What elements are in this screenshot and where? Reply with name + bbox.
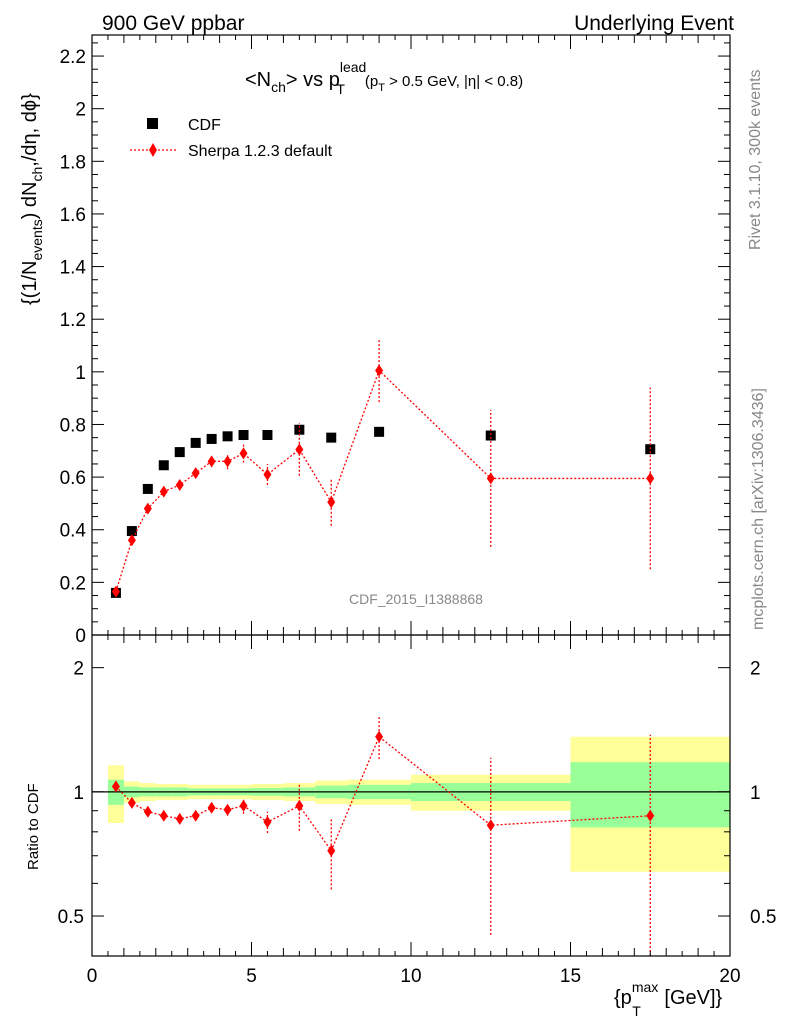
sherpa-point [295, 443, 304, 456]
ratio-xtick-label: 5 [246, 966, 257, 987]
ratio-point [191, 809, 200, 822]
ratio-point [263, 816, 272, 829]
cdf-point [142, 483, 153, 494]
cdf-point [645, 444, 656, 455]
main-ytick-label: 1.8 [60, 152, 86, 173]
analysis-watermark: CDF_2015_I1388868 [349, 591, 483, 607]
main-ytick-label: 2.2 [60, 47, 86, 68]
ratio-ytick-label-right: 1 [750, 783, 761, 804]
cdf-point [158, 460, 169, 471]
ratio-point [375, 730, 384, 743]
sherpa-point [175, 479, 184, 491]
ratio-point [223, 803, 232, 816]
sherpa-point [143, 502, 152, 515]
ratio-point [175, 812, 184, 825]
cdf-point [294, 424, 305, 435]
cdf-point [126, 526, 137, 537]
ratio-ytick-label: 1 [73, 783, 84, 804]
cdf-point [174, 447, 185, 458]
main-ytick-label: 0.2 [60, 573, 86, 594]
cdf-point [190, 437, 201, 448]
sherpa-line [115, 369, 651, 592]
ratio-point [111, 780, 120, 793]
legend-sherpa-label: Sherpa 1.2.3 default [188, 143, 333, 160]
sherpa-point [159, 485, 168, 498]
legend-cdf-marker [147, 118, 158, 129]
ratio-point [159, 809, 168, 822]
sherpa-point [207, 455, 216, 468]
main-ytick-label: 2 [75, 100, 86, 121]
ratio-point [143, 805, 152, 818]
ratio-point [239, 799, 248, 812]
ratio-point [207, 801, 216, 814]
ratio-ytick-label: 2 [73, 659, 84, 680]
legend: CDF Sherpa 1.2.3 default [130, 117, 333, 160]
cdf-point [374, 426, 385, 437]
legend-sherpa-marker [149, 143, 157, 157]
sherpa-point [263, 468, 272, 481]
ratio-xtick-label: 15 [560, 966, 581, 987]
main-ytick-label: 1.4 [60, 258, 87, 279]
main-ytick-label: 0.8 [60, 415, 86, 436]
sherpa-point [327, 496, 336, 509]
ratio-point [127, 796, 136, 809]
ratio-series-layer [111, 716, 655, 956]
sherpa-point [191, 467, 200, 480]
xlabel: {pmax T [GeV]} [614, 979, 723, 1019]
ratio-point [646, 809, 655, 822]
sherpa-point [223, 455, 232, 468]
main-ylabel: {(1/Nevents) dNch,/dη, dϕ} [19, 93, 45, 305]
ratio-ytick-label-right: 2 [750, 659, 761, 680]
sherpa-point [239, 447, 248, 460]
ratio-point [327, 844, 336, 857]
cdf-point [485, 430, 496, 441]
main-series-layer [110, 338, 656, 598]
sherpa-point [375, 364, 384, 377]
cdf-point [238, 430, 249, 440]
ratio-axes: 0 5 10 15 20 0.5 0.5 1 1 2 2 [58, 635, 776, 987]
ratio-ytick-label-right: 0.5 [750, 907, 776, 928]
main-ytick-label: 1 [75, 363, 86, 384]
ratio-bands [92, 736, 730, 872]
mcplots-label: mcplots.cern.ch [arXiv:1306.3436] [750, 388, 767, 630]
rivet-label: Rivet 3.1.10, 300k events [747, 69, 764, 250]
ratio-point [486, 819, 495, 832]
ratio-ytick-label: 0.5 [58, 907, 84, 928]
main-ytick-label: 0.4 [60, 521, 87, 542]
main-ytick-label: 0 [75, 626, 86, 647]
header-right: Underlying Event [574, 12, 734, 35]
cdf-point [326, 432, 337, 443]
sherpa-point [486, 472, 495, 485]
sherpa-point [646, 472, 655, 485]
main-ytick-label: 1.2 [60, 310, 86, 331]
ratio-xtick-label: 0 [87, 966, 98, 987]
main-axes: 0 0.2 0.4 0.6 0.8 1 1.2 1.4 1.6 1.8 2 2.2 [60, 35, 731, 647]
cdf-point [222, 431, 233, 442]
main-ytick-label: 0.6 [60, 468, 86, 489]
legend-cdf-label: CDF [188, 117, 221, 134]
chart-title: <Nch> vs plead T (pT > 0.5 GeV, |η| < 0.8) [245, 59, 523, 97]
cdf-point [262, 430, 273, 440]
sherpa-point [127, 534, 136, 547]
ratio-xtick-label: 10 [400, 966, 421, 987]
ratio-ylabel: Ratio to CDF [25, 783, 42, 870]
header-left: 900 GeV ppbar [102, 12, 244, 35]
main-ytick-label: 1.6 [60, 205, 86, 226]
ratio-point [295, 799, 304, 812]
cdf-point [206, 433, 217, 444]
sherpa-point [111, 585, 120, 598]
ratio-xtick-label: 20 [719, 966, 740, 987]
